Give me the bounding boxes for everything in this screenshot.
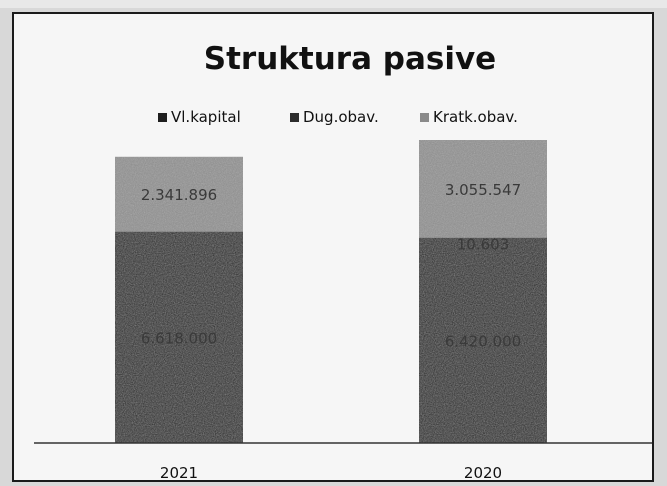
legend-swatch-2 (290, 113, 299, 122)
bars-group: 6.618.000 2.341.896 6.420.000 10.603 3.055.5… (115, 140, 547, 443)
bar-2020-series-3 (419, 140, 547, 238)
data-label-2020-series-3: 3.055.547 (445, 181, 521, 199)
bar-2020-series-1 (419, 237, 547, 443)
legend-swatch-3 (420, 113, 429, 122)
x-tick-label-2021: 2021 (160, 464, 198, 482)
legend-swatch-1 (158, 113, 167, 122)
page-top-strip (0, 0, 667, 8)
chart-title: Struktura pasive (204, 41, 496, 77)
legend-label-3: Kratk.obav. (433, 108, 518, 126)
data-label-2021-series-3: 2.341.896 (141, 186, 217, 204)
data-label-2021-series-1: 6.618.000 (141, 329, 217, 347)
data-label-2020-series-1: 6.420.000 (445, 332, 521, 350)
x-tick-labels: 2021 2020 (160, 464, 502, 482)
bar-2021-series-1 (115, 231, 243, 443)
legend: Vl.kapital Dug.obav. Kratk.obav. (158, 108, 518, 126)
legend-label-2: Dug.obav. (303, 108, 379, 126)
x-tick-label-2020: 2020 (464, 464, 502, 482)
data-label-2020-series-2: 10.603 (457, 236, 510, 254)
legend-label-1: Vl.kapital (171, 108, 241, 126)
bar-2021-series-3 (115, 156, 243, 232)
